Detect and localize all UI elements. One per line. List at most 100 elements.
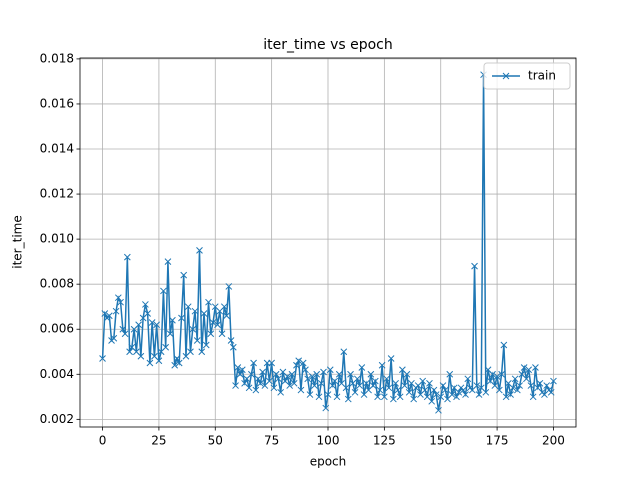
y-tick-label: 0.014 — [40, 142, 74, 156]
data-point — [238, 366, 246, 374]
data-point — [257, 379, 264, 387]
y-tick-label: 0.012 — [40, 187, 74, 201]
data-point — [392, 379, 399, 387]
data-point — [268, 359, 275, 367]
data-point — [259, 368, 266, 376]
data-point — [105, 312, 113, 320]
data-point — [101, 310, 109, 317]
data-point — [520, 364, 528, 371]
data-point — [437, 393, 445, 401]
y-tick-label: 0.006 — [40, 322, 74, 336]
data-point — [250, 359, 257, 367]
data-point — [126, 348, 133, 356]
data-point — [500, 341, 508, 349]
data-point — [137, 352, 145, 360]
data-point — [315, 393, 323, 401]
data-point — [435, 406, 442, 414]
data-point — [299, 359, 307, 367]
data-point — [432, 391, 440, 398]
data-point — [326, 366, 334, 374]
data-point — [446, 370, 454, 378]
data-point — [205, 298, 212, 306]
y-axis-label: iter_time — [11, 215, 25, 268]
data-point — [200, 310, 208, 317]
data-point — [362, 379, 370, 387]
data-point — [419, 377, 427, 385]
data-point — [295, 357, 303, 365]
y-tick-label: 0.010 — [40, 232, 74, 246]
data-point — [112, 307, 120, 315]
legend-label: train — [528, 69, 556, 83]
data-point — [229, 343, 237, 351]
data-point — [428, 397, 436, 405]
data-point — [148, 319, 156, 326]
data-point — [247, 370, 255, 378]
data-point — [214, 321, 221, 329]
data-point — [396, 393, 404, 401]
data-point — [335, 370, 343, 378]
data-point — [426, 379, 433, 387]
data-point — [304, 375, 312, 383]
data-point — [367, 370, 375, 378]
data-point — [459, 386, 467, 394]
data-point — [191, 307, 199, 315]
data-point — [430, 386, 438, 394]
data-point — [135, 321, 142, 329]
data-point — [196, 247, 203, 254]
data-point — [462, 391, 469, 398]
data-point — [286, 382, 294, 389]
data-point — [340, 348, 348, 356]
data-point — [378, 361, 386, 369]
data-point — [164, 258, 172, 266]
y-tick-label: 0.008 — [40, 277, 74, 291]
data-point — [99, 355, 106, 362]
x-tick-label: 50 — [208, 434, 223, 448]
x-tick-label: 150 — [429, 434, 452, 448]
data-point — [155, 357, 163, 365]
data-point — [455, 388, 463, 396]
data-point — [322, 404, 330, 412]
data-point — [371, 377, 379, 385]
data-point — [117, 298, 124, 306]
data-point — [502, 393, 510, 401]
x-tick-label: 175 — [486, 434, 509, 448]
data-point — [514, 386, 521, 394]
data-point — [270, 384, 278, 392]
data-point — [275, 375, 282, 383]
data-point — [448, 391, 456, 398]
data-point — [272, 370, 280, 378]
data-point — [180, 271, 188, 279]
data-point — [471, 262, 478, 270]
data-point — [532, 364, 539, 371]
data-point — [489, 370, 496, 378]
data-point — [347, 370, 354, 378]
y-tick-label: 0.016 — [40, 96, 74, 110]
data-point — [482, 388, 490, 396]
data-point — [529, 393, 537, 401]
data-point — [525, 366, 533, 374]
data-point — [277, 388, 285, 396]
data-point — [193, 337, 201, 344]
data-point — [353, 375, 361, 383]
data-point — [464, 375, 472, 383]
data-point — [202, 341, 210, 349]
data-point — [162, 343, 170, 351]
data-point — [381, 393, 388, 401]
data-point — [171, 361, 179, 369]
data-point — [121, 330, 129, 338]
data-point — [403, 370, 411, 378]
data-point — [550, 377, 557, 385]
data-point — [166, 330, 174, 338]
data-point — [252, 386, 260, 394]
data-point — [306, 391, 314, 398]
data-point — [547, 388, 555, 396]
data-point — [207, 330, 215, 338]
data-point — [405, 388, 413, 396]
data-point — [383, 375, 390, 383]
data-point — [142, 301, 149, 308]
data-point — [234, 364, 242, 371]
data-point — [308, 373, 316, 380]
data-point — [385, 384, 393, 392]
data-point — [390, 395, 397, 403]
